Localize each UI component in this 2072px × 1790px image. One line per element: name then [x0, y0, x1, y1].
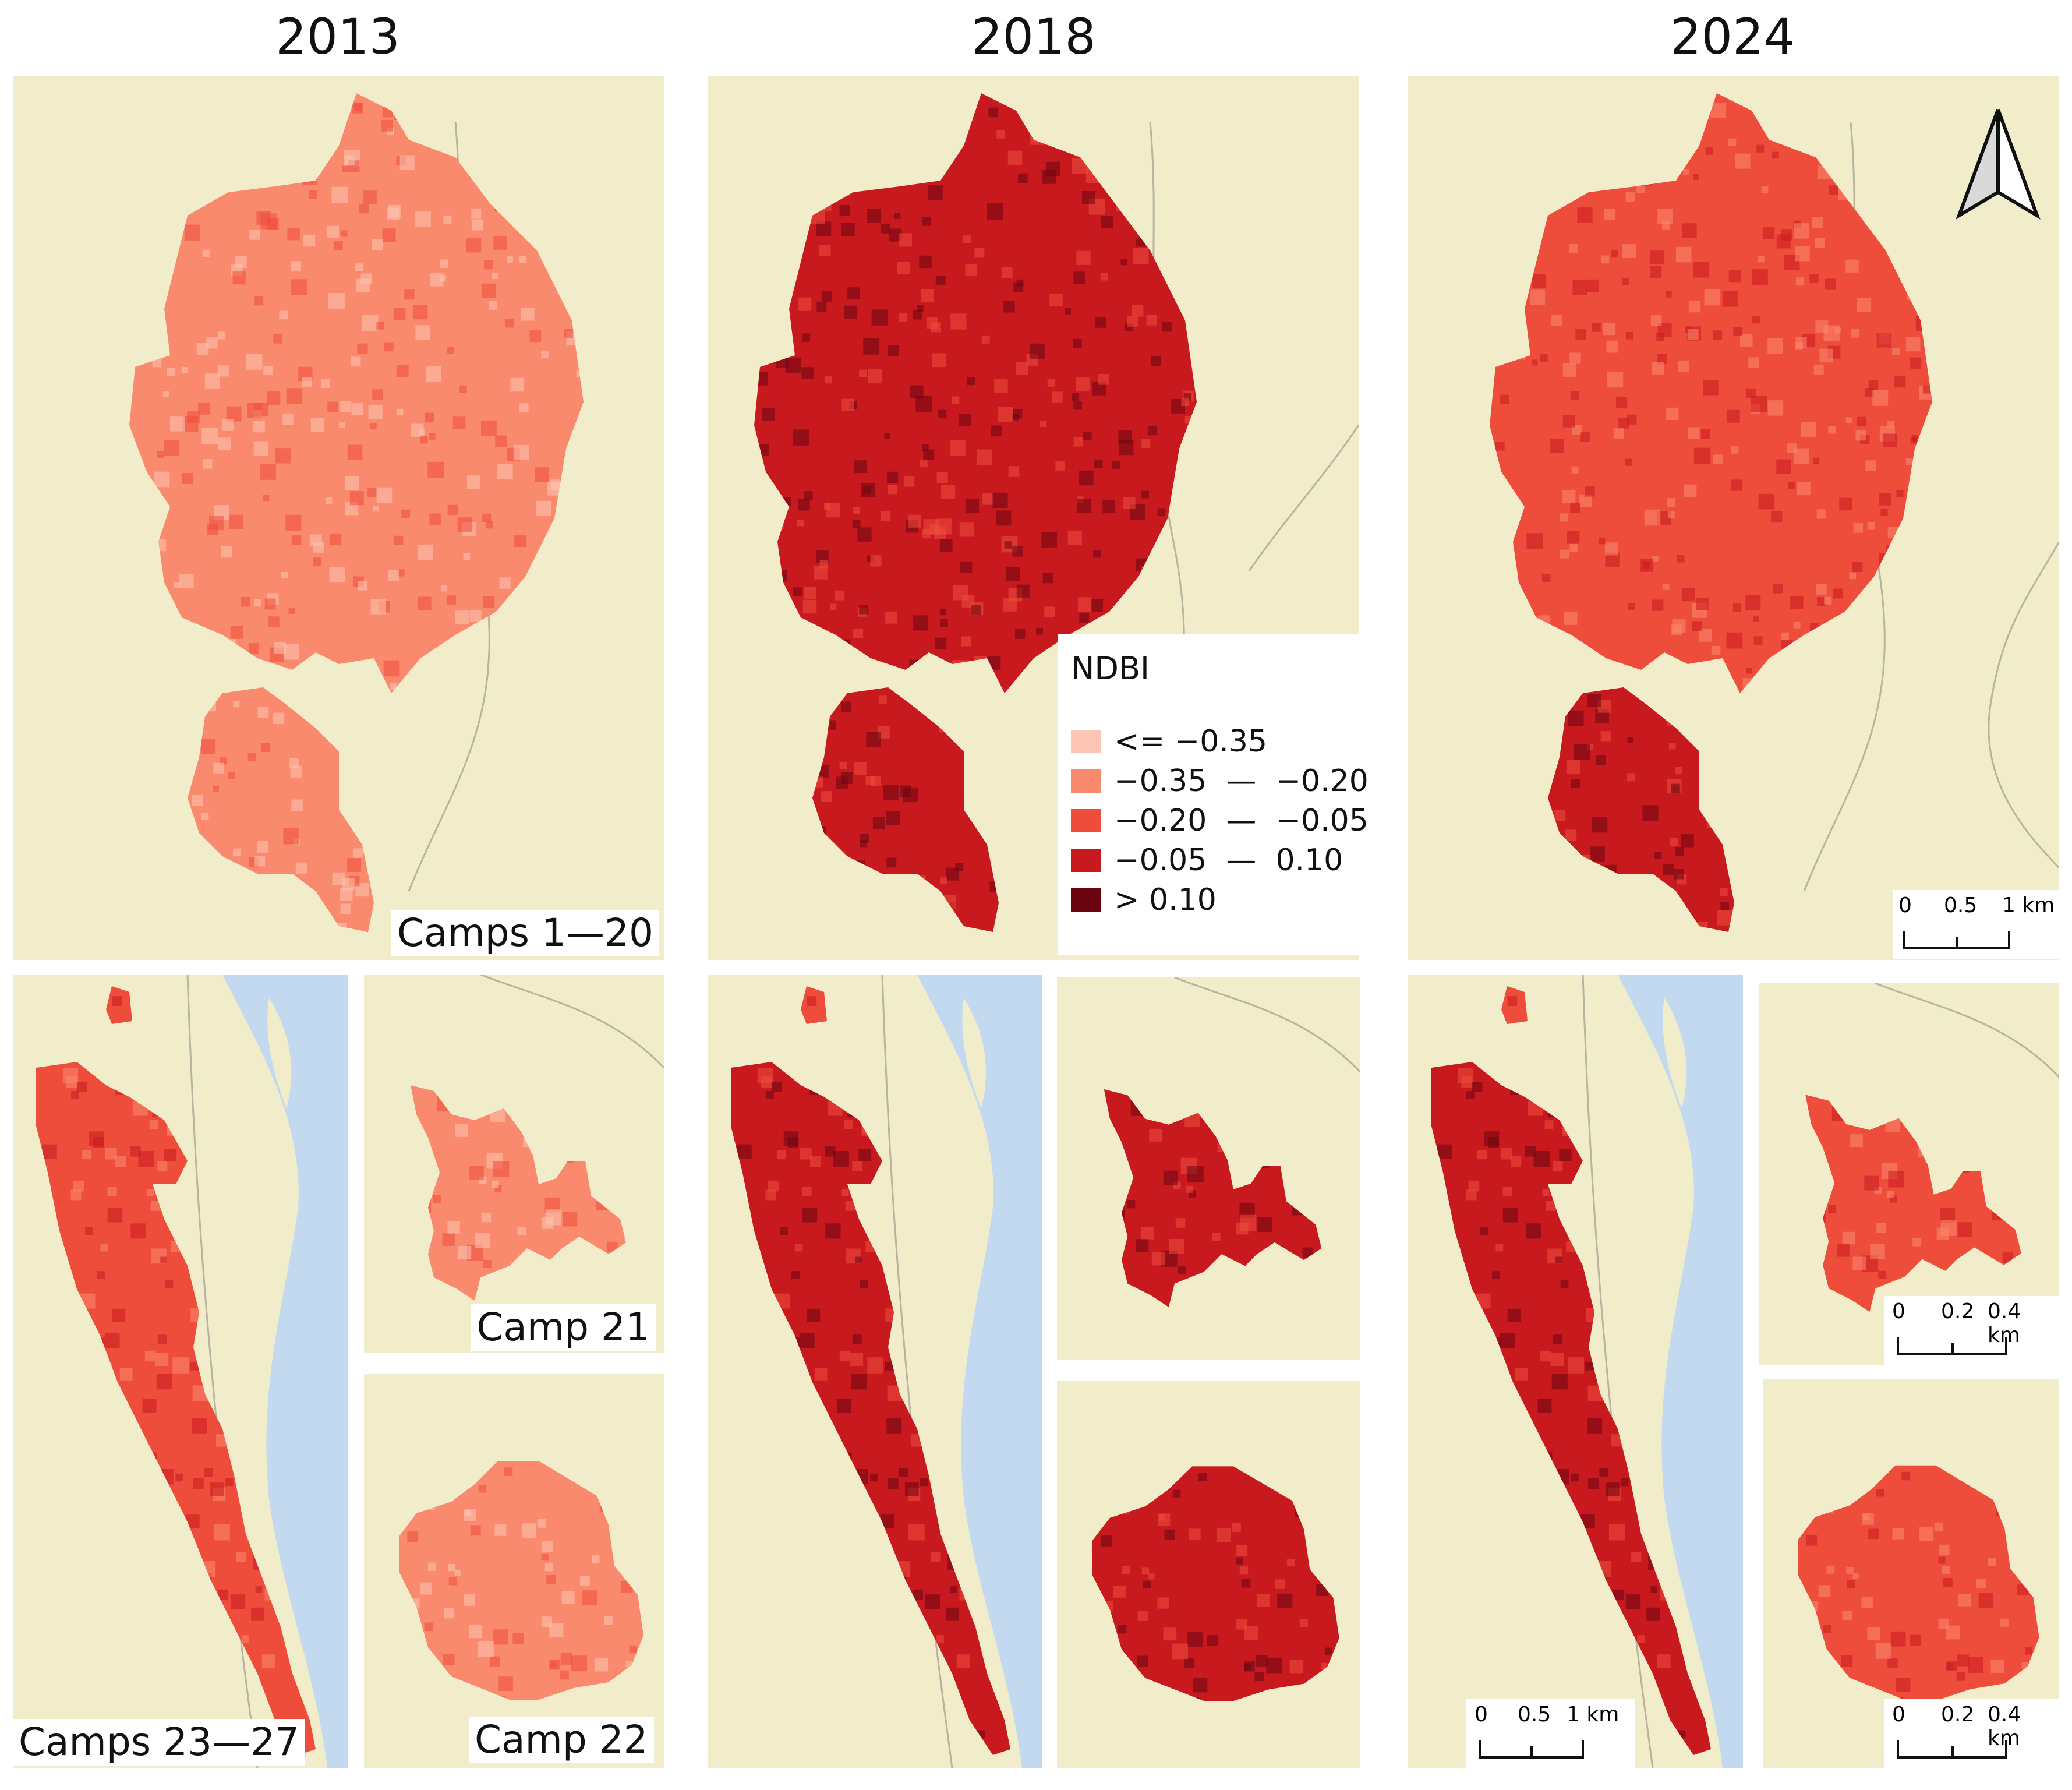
scale-tick-label: 1 km — [2002, 894, 2055, 917]
map-2013-camp-21: Camp 21 — [364, 975, 664, 1353]
map-2018-camps-23-27 — [708, 975, 1042, 1768]
map-2024-camps-1-20 — [1408, 76, 2059, 960]
legend-label: <= −0.35 — [1114, 724, 1268, 759]
scale-tick-label: 0 — [1898, 894, 1912, 917]
legend-swatch — [1071, 888, 1101, 912]
label-camps-23-27: Camps 23—27 — [13, 1719, 306, 1766]
legend-label: −0.20 — −0.05 — [1114, 803, 1369, 838]
map-2013-camps-23-27: Camps 23—27 — [13, 975, 348, 1768]
map-2024-camps-23-27: 0 0.5 1 km — [1408, 975, 1743, 1768]
legend-label: > 0.10 — [1114, 882, 1217, 917]
scale-bar-small: 0 0.2 0.4 km — [1884, 1296, 2059, 1365]
label-camps-1-20: Camps 1—20 — [391, 910, 659, 956]
scale-tick-label: 0.2 — [1941, 1300, 1975, 1323]
map-2024-camp-21: 0 0.2 0.4 km — [1759, 983, 2059, 1365]
scale-tick-label: 1 km — [1567, 1703, 1620, 1727]
map-2018-camp-21 — [1057, 977, 1360, 1360]
scale-bar-small: 0 0.2 0.4 km — [1884, 1699, 2059, 1768]
north-arrow-icon — [1956, 108, 2041, 220]
legend-item: −0.05 — 0.10 — [1065, 841, 1354, 880]
legend-label: −0.35 — −0.20 — [1114, 764, 1369, 799]
legend-item: −0.35 — −0.20 — [1065, 761, 1369, 801]
year-title-2018: 2018 — [971, 8, 1096, 65]
legend-title: NDBI — [1071, 650, 1150, 687]
legend-item: <= −0.35 — [1065, 722, 1354, 761]
legend-item: > 0.10 — [1065, 880, 1354, 920]
legend-swatch — [1071, 730, 1101, 753]
scale-tick-label: 0.4 km — [1988, 1300, 2021, 1347]
legend-swatch — [1071, 809, 1101, 832]
year-title-2013: 2013 — [275, 8, 400, 65]
label-camp-22: Camp 22 — [469, 1717, 654, 1763]
year-title-2024: 2024 — [1670, 8, 1795, 65]
legend: NDBI <= −0.35 −0.35 — −0.20 −0.20 — −0.0… — [1058, 634, 1369, 955]
map-2018-camp-22 — [1057, 1381, 1360, 1768]
legend-item: −0.20 — −0.05 — [1065, 801, 1369, 841]
scale-bar-large: 0 0.5 1 km — [1466, 1699, 1635, 1768]
scale-tick-label: 0 — [1892, 1300, 1905, 1323]
legend-label: −0.05 — 0.10 — [1114, 843, 1343, 878]
scale-tick-label: 0 — [1892, 1703, 1905, 1727]
map-2013-camp-22: Camp 22 — [364, 1374, 664, 1768]
map-2013-camps-1-20: Camps 1—20 — [13, 76, 664, 960]
legend-swatch — [1071, 849, 1101, 872]
scale-tick-label: 0.5 — [1518, 1703, 1551, 1727]
scale-tick-label: 0.5 — [1944, 894, 1978, 917]
scale-tick-label: 0 — [1475, 1703, 1488, 1727]
legend-swatch — [1071, 769, 1101, 793]
label-camp-21: Camp 21 — [471, 1304, 656, 1351]
scale-tick-label: 0.2 — [1941, 1703, 1975, 1727]
map-2024-camp-22: 0 0.2 0.4 km — [1763, 1379, 2059, 1768]
scale-tick-label: 0.4 km — [1988, 1703, 2021, 1750]
scale-bar-large: 0 0.5 1 km — [1893, 890, 2059, 959]
